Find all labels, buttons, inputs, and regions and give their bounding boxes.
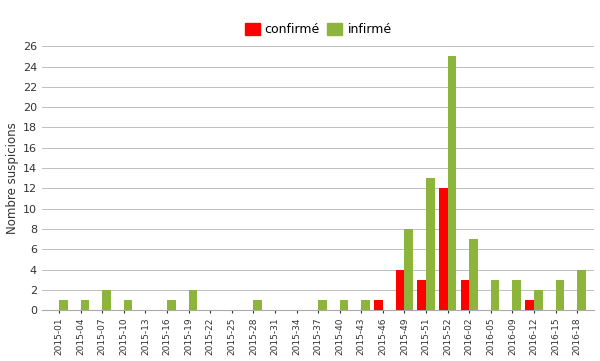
Bar	[418, 280, 426, 310]
Bar	[396, 270, 404, 310]
Bar	[318, 300, 327, 310]
Bar	[59, 300, 68, 310]
Bar	[102, 290, 111, 310]
Bar	[340, 300, 349, 310]
Bar	[448, 56, 456, 310]
Bar	[461, 280, 469, 310]
Bar	[124, 300, 133, 310]
Bar	[556, 280, 564, 310]
Bar	[439, 188, 448, 310]
Bar	[404, 229, 413, 310]
Bar	[577, 270, 586, 310]
Bar	[80, 300, 89, 310]
Bar	[426, 178, 435, 310]
Bar	[534, 290, 542, 310]
Bar	[491, 280, 499, 310]
Bar	[512, 280, 521, 310]
Bar	[526, 300, 534, 310]
Bar	[167, 300, 176, 310]
Legend: confirmé, infirmé: confirmé, infirmé	[240, 18, 397, 41]
Bar	[188, 290, 197, 310]
Bar	[361, 300, 370, 310]
Bar	[253, 300, 262, 310]
Bar	[374, 300, 383, 310]
Bar	[469, 239, 478, 310]
Y-axis label: Nombre suspicions: Nombre suspicions	[5, 122, 19, 234]
